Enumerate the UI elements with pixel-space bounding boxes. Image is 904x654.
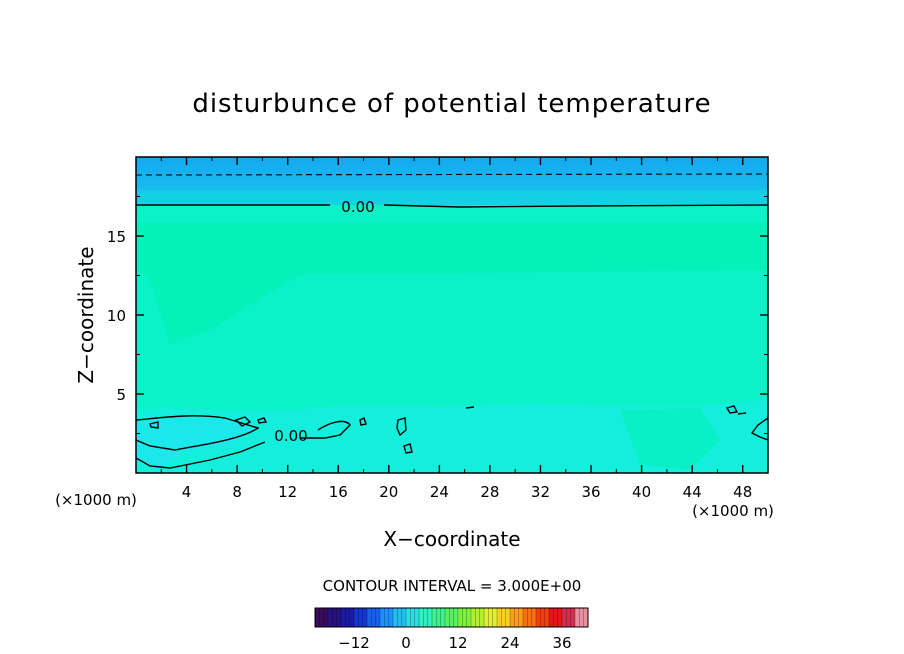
x-tick-label-11: 48 [733,483,752,501]
dashed-contour [136,173,768,176]
zero-contour-upper [136,204,768,208]
x-tick-label-3: 16 [329,483,348,501]
colorbar-tick-label-4: 36 [552,634,571,652]
y-axis-label: Z−coordinate [74,246,98,383]
upper-blend-region [136,190,768,205]
small-contour-8 [725,405,739,414]
colorbar-swatch-9 [432,608,446,627]
colorbar-swatch-10 [445,608,459,627]
x-tick-label-5: 24 [430,483,449,501]
x-tick-label-10: 44 [683,483,702,501]
contours [136,173,768,469]
colorbar [314,607,589,628]
colorbar-swatch-11 [458,608,472,627]
small-contour-5 [403,443,413,454]
y-tick-label-1: 10 [107,307,126,325]
boundary-cyan-patch [136,418,255,470]
zero-contour-lower [136,415,260,451]
colorbar-swatch-2 [341,608,355,627]
colorbar-swatch-5 [380,608,394,627]
contour-interval: CONTOUR INTERVAL = 3.000E+00 [323,577,582,595]
x-tick-label-0: 4 [182,483,192,501]
x-axis-ticks: 4 8 12 16 20 24 28 32 36 40 44 48 [160,157,752,501]
colorbar-swatch-8 [419,608,433,627]
colorbar-swatch-14 [497,608,511,627]
small-contour-9 [737,412,747,415]
x-tick-label-8: 36 [581,483,600,501]
x-tick-label-7: 32 [531,483,550,501]
x-tick-label-2: 12 [278,483,297,501]
colorbar-tick-label-2: 12 [448,634,467,652]
colorbar-swatch-16 [523,608,537,627]
boundary-green-patch [620,408,720,470]
colorbar-tick-label-1: 0 [401,634,411,652]
small-contour-6 [149,421,159,429]
colorbar-tick-label-3: 24 [500,634,519,652]
small-contour-1 [234,416,252,427]
colorbar-swatch-17 [536,608,550,627]
colorbar-swatch-20 [575,608,589,627]
x-axis-label: X−coordinate [383,527,520,551]
colorbar-swatch-18 [549,608,563,627]
x-unit-right: (×1000 m) [692,502,774,520]
x-tick-label-1: 8 [232,483,242,501]
chart-title: disturbunce of potential temperature [192,89,711,119]
lower-cyan-region [136,400,768,473]
colorbar-swatch-1 [328,608,342,627]
small-contour-2 [257,417,268,424]
contour-labels: 0.00 0.00 [274,198,374,445]
small-contour-4 [396,417,407,437]
y-axis-ticks: 5 10 15 [107,196,768,434]
colorbar-swatch-0 [315,608,329,627]
plot-area [136,157,768,473]
y-tick-label-2: 15 [107,228,126,246]
edge-contour [750,417,768,441]
x-tick-label-6: 28 [480,483,499,501]
small-contour-7 [465,406,475,409]
x-unit-left: (×1000 m) [55,491,137,509]
colorbar-swatch-13 [484,608,498,627]
colorbar-swatch-4 [367,608,381,627]
colorbar-swatch-19 [562,608,576,627]
contour-label-upper: 0.00 [341,198,374,216]
colorbar-swatch-3 [354,608,368,627]
x-tick-label-9: 40 [632,483,651,501]
colorbar-tick-label-0: −12 [338,634,370,652]
small-contour-3 [359,417,367,426]
mid-green-region [136,222,768,345]
colorbar-swatch-12 [471,608,485,627]
zero-contour-lower-2 [136,420,351,469]
contour-label-lower: 0.00 [274,427,307,445]
colorbar-ticks: −12 0 12 24 36 [338,634,571,652]
colorbar-swatch-7 [406,608,420,627]
x-tick-label-4: 20 [379,483,398,501]
colorbar-swatch-15 [510,608,524,627]
colorbar-frame [314,607,589,628]
y-tick-label-0: 5 [116,386,126,404]
colorbar-swatch-6 [393,608,407,627]
